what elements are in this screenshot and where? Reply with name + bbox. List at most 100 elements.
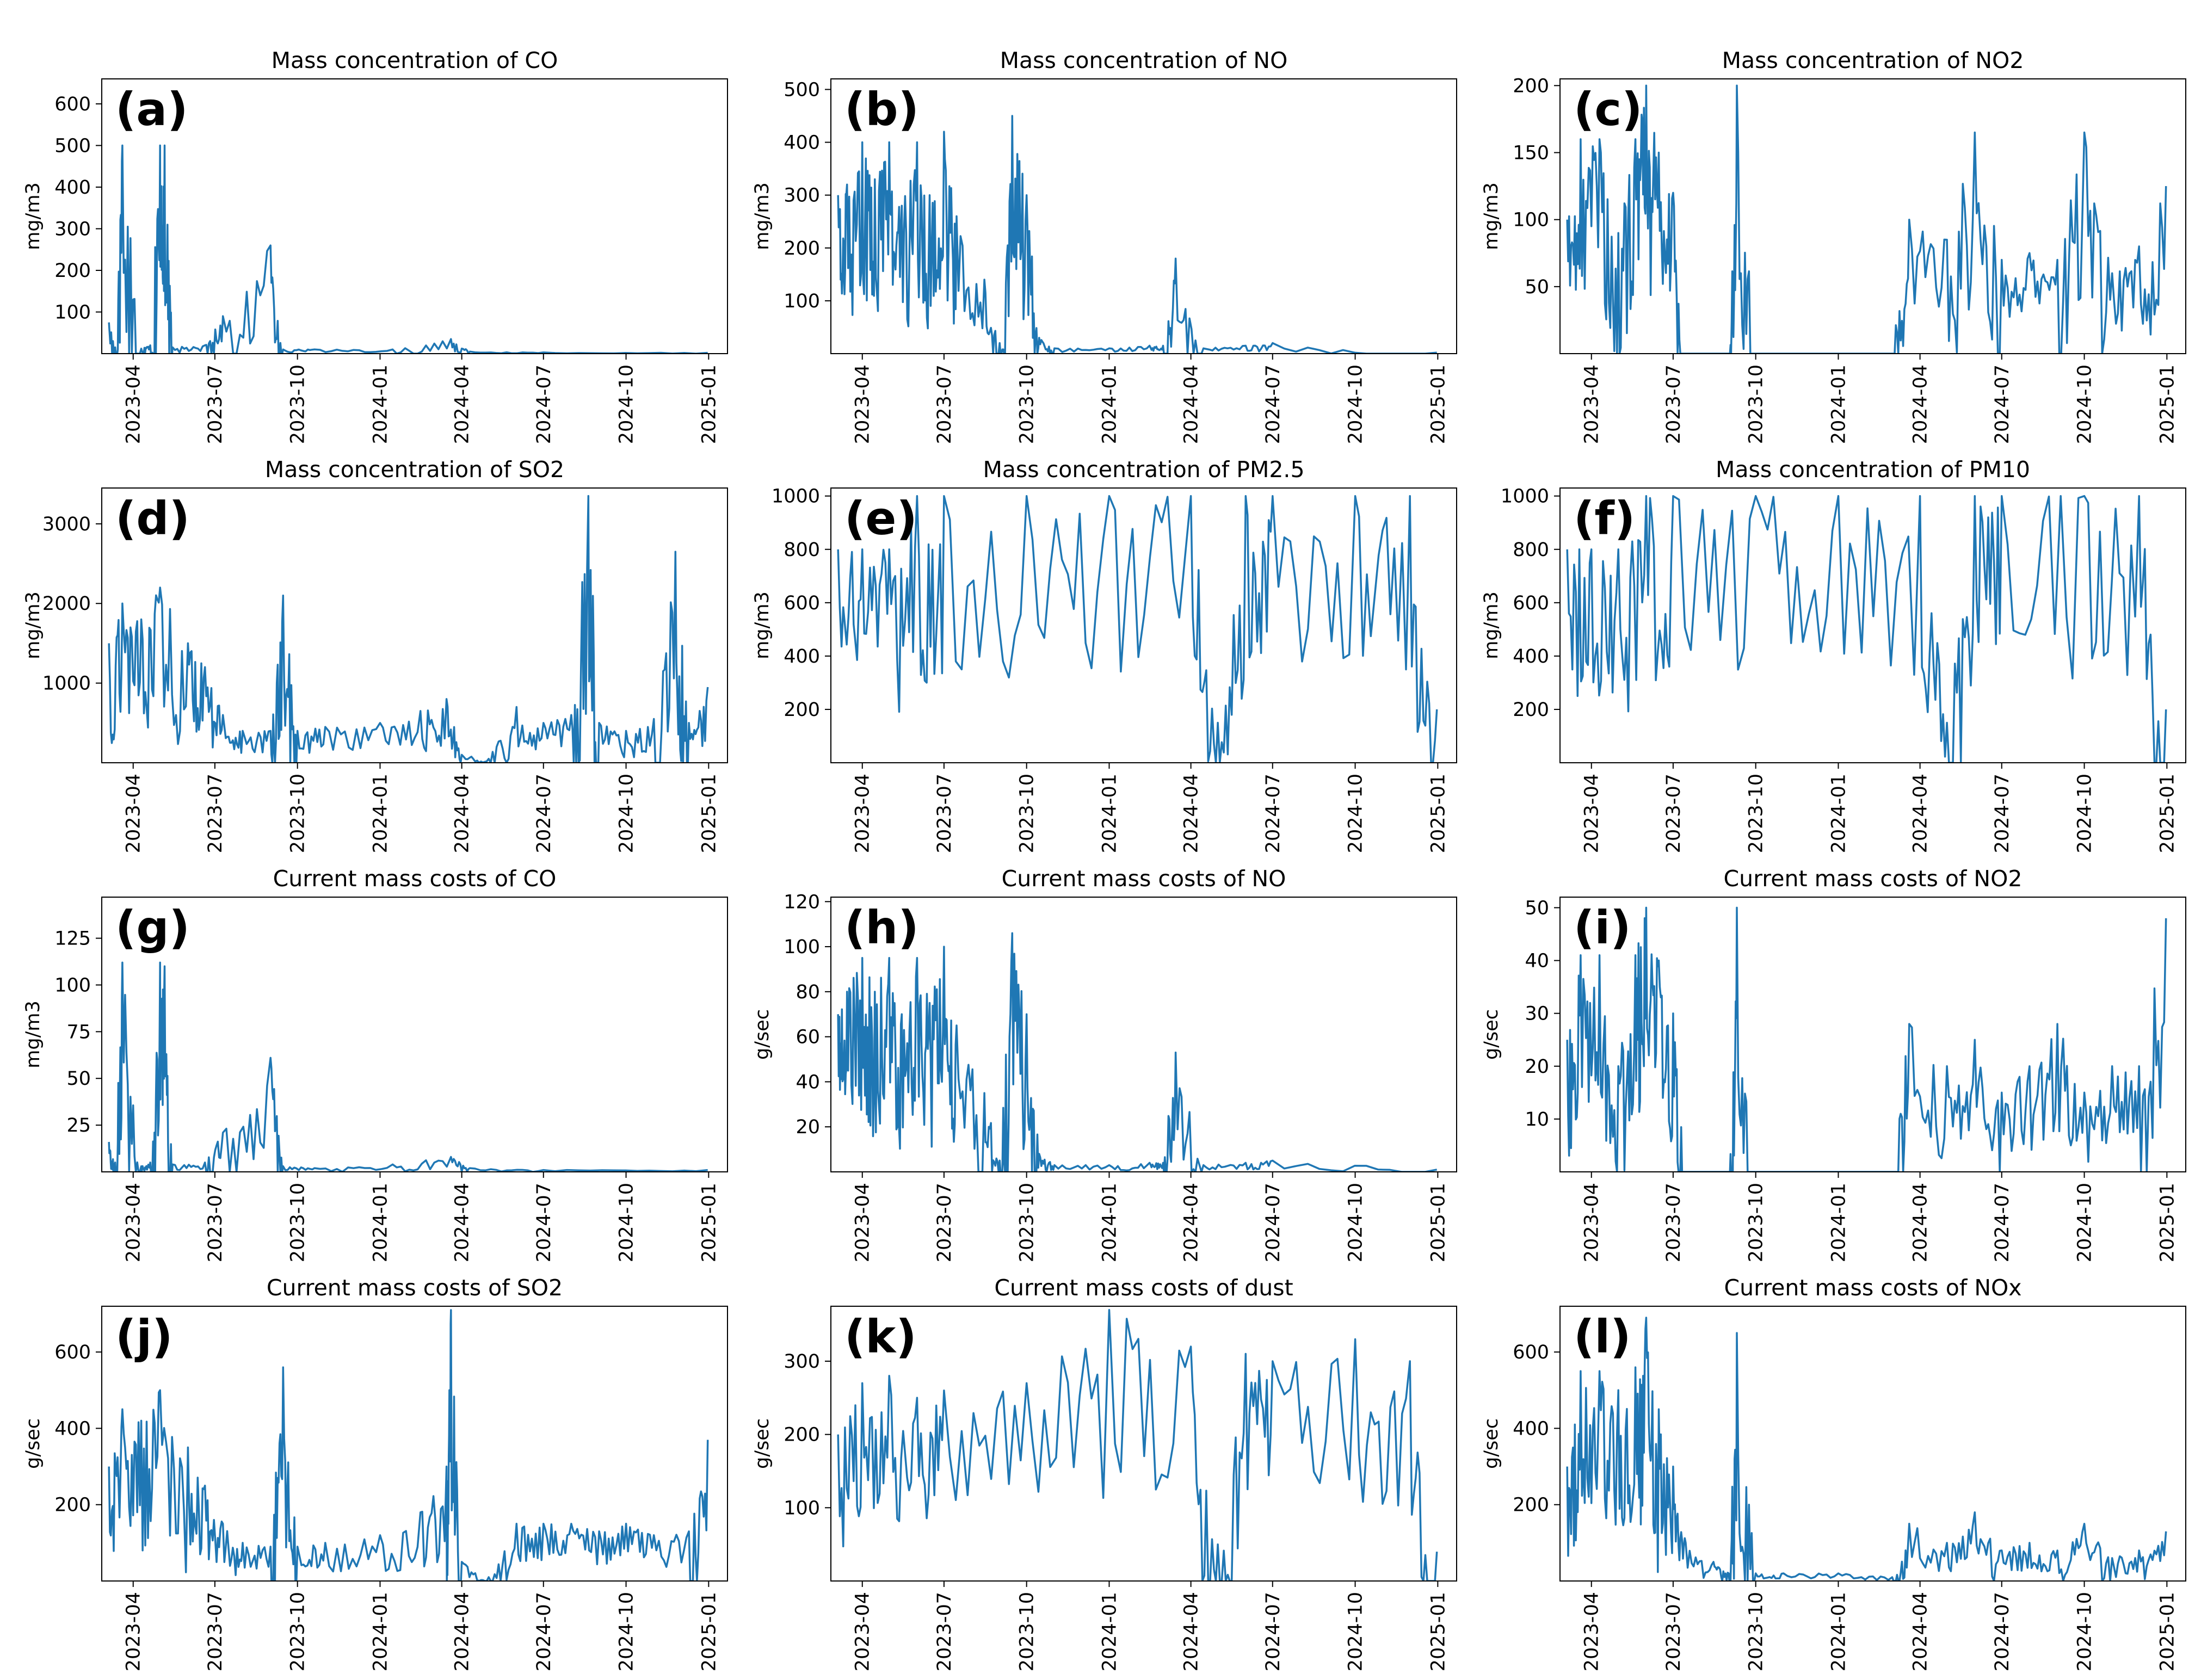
y-tick-label: 400 <box>784 132 820 154</box>
series-line-a <box>108 144 708 354</box>
series-line-c <box>1566 84 2167 354</box>
x-tick-label: 2024-04 <box>1910 1183 1932 1262</box>
x-tick-label: 2023-07 <box>205 1183 226 1262</box>
y-tick-label: 100 <box>54 974 91 996</box>
x-tick-label: 2024-07 <box>533 365 555 444</box>
x-tick-label: 2024-10 <box>1345 1183 1367 1262</box>
y-axis-label: mg/m3 <box>751 591 773 659</box>
x-tick-label: 2024-07 <box>1991 1183 2013 1262</box>
x-tick-label: 2024-07 <box>533 1592 555 1671</box>
panel-a: Mass concentration of CO (a) 100 200 300 400 5… <box>22 47 728 444</box>
panel-label: (i) <box>1574 901 1631 954</box>
x-tick-label: 2025-01 <box>1427 1592 1449 1671</box>
x-tick-label: 2024-10 <box>2074 1592 2096 1671</box>
x-tick-label: 2025-01 <box>2156 774 2178 853</box>
x-tick-label: 2024-04 <box>1910 774 1932 853</box>
x-tick-label: 2024-04 <box>452 1592 473 1671</box>
y-axis-label: g/sec <box>22 1418 44 1469</box>
x-tick-label: 2024-10 <box>1345 774 1367 853</box>
y-axis-label: g/sec <box>751 1418 773 1469</box>
axes-frame <box>830 487 1457 763</box>
series-line-g <box>108 961 708 1172</box>
x-tick-label: 2024-01 <box>1099 365 1120 444</box>
chart-title: Mass concentration of SO2 <box>265 456 564 483</box>
chart-title: Mass concentration of NO <box>1000 47 1288 73</box>
x-tick-label: 2023-10 <box>1016 365 1038 444</box>
x-tick-label: 2023-04 <box>852 365 874 444</box>
x-tick-label: 2024-10 <box>2074 774 2096 853</box>
panel-b: Mass concentration of NO (b) 100 200 300 400 5… <box>751 47 1457 444</box>
x-tick-label: 2025-01 <box>698 774 720 853</box>
x-tick-label: 2024-01 <box>1828 365 1849 444</box>
y-tick-label: 200 <box>784 699 820 721</box>
x-tick-label: 2025-01 <box>2156 365 2178 444</box>
x-tick-label: 2024-01 <box>1099 1183 1120 1262</box>
x-tick-label: 2024-04 <box>452 774 473 853</box>
y-tick-label: 600 <box>54 94 91 115</box>
series-line-e <box>837 495 1438 763</box>
panel-label: (f) <box>1574 492 1635 545</box>
y-tick-label: 50 <box>1525 276 1549 298</box>
y-tick-label: 800 <box>1513 539 1549 561</box>
chart-title: Current mass costs of SO2 <box>267 1275 563 1301</box>
series-line-i <box>1566 906 2167 1172</box>
series-line-l <box>1566 1317 2167 1581</box>
panel-e: Mass concentration of PM2.5 (e) 200 400 600 8… <box>751 456 1457 853</box>
panel-c: Mass concentration of NO2 (c) 50 100 150 200 m… <box>1481 47 2186 444</box>
y-axis-label: mg/m3 <box>1481 182 1502 250</box>
panel-label: (c) <box>1574 83 1643 136</box>
x-tick-label: 2023-10 <box>287 1183 309 1262</box>
x-tick-label: 2023-04 <box>123 365 145 444</box>
y-tick-label: 3000 <box>42 514 91 535</box>
axes-frame <box>1559 78 2186 354</box>
x-tick-label: 2024-04 <box>452 365 473 444</box>
x-tick-label: 2023-04 <box>852 774 874 853</box>
y-tick-label: 50 <box>1525 897 1549 919</box>
x-tick-label: 2024-07 <box>1262 365 1284 444</box>
panel-label: (a) <box>115 83 188 136</box>
y-tick-label: 600 <box>784 592 820 614</box>
y-tick-label: 600 <box>54 1342 91 1363</box>
x-tick-label: 2023-07 <box>934 1183 955 1262</box>
x-tick-label: 2025-01 <box>698 365 720 444</box>
x-tick-label: 2024-10 <box>616 365 638 444</box>
y-tick-label: 500 <box>54 135 91 157</box>
axes-frame <box>101 1306 728 1582</box>
x-tick-label: 2024-07 <box>1991 1592 2013 1671</box>
x-tick-label: 2025-01 <box>1427 365 1449 444</box>
x-tick-label: 2023-07 <box>1663 774 1685 853</box>
axes-frame <box>830 1306 1457 1582</box>
panel-label: (d) <box>115 492 190 545</box>
x-tick-label: 2023-10 <box>1016 774 1038 853</box>
x-tick-label: 2023-10 <box>1746 774 1767 853</box>
y-tick-label: 400 <box>54 1418 91 1440</box>
x-tick-label: 2025-01 <box>1427 774 1449 853</box>
x-tick-label: 2024-10 <box>616 774 638 853</box>
x-tick-label: 2024-07 <box>533 1183 555 1262</box>
y-tick-label: 20 <box>1525 1056 1549 1078</box>
x-tick-label: 2023-04 <box>123 1183 145 1262</box>
x-tick-label: 2023-04 <box>1581 1183 1603 1262</box>
y-tick-label: 100 <box>54 301 91 323</box>
panel-label: (b) <box>844 83 919 136</box>
y-axis-label: mg/m3 <box>1481 591 1502 659</box>
y-tick-label: 75 <box>66 1021 91 1043</box>
x-tick-label: 2024-07 <box>1262 1183 1284 1262</box>
x-tick-label: 2023-10 <box>287 1592 309 1671</box>
y-tick-label: 300 <box>784 1351 820 1373</box>
y-axis-label: mg/m3 <box>22 591 44 659</box>
x-tick-label: 2024-01 <box>1099 1592 1120 1671</box>
series-line-d <box>108 495 709 763</box>
x-tick-label: 2024-01 <box>369 365 391 444</box>
x-tick-label: 2024-04 <box>1910 365 1932 444</box>
series-line-k <box>837 1308 1438 1581</box>
y-tick-label: 40 <box>796 1071 820 1093</box>
x-tick-label: 2023-07 <box>205 1592 226 1671</box>
y-tick-label: 400 <box>1513 1418 1549 1440</box>
panel-label: (k) <box>844 1310 917 1363</box>
panel-j: Current mass costs of SO2 (j) 200 400 600 g/s… <box>22 1275 728 1671</box>
panel-f: Mass concentration of PM10 (f) 200 400 600 80… <box>1481 456 2186 853</box>
x-tick-label: 2023-07 <box>1663 1592 1685 1671</box>
x-tick-label: 2023-04 <box>1581 365 1603 444</box>
x-tick-label: 2025-01 <box>698 1592 720 1671</box>
